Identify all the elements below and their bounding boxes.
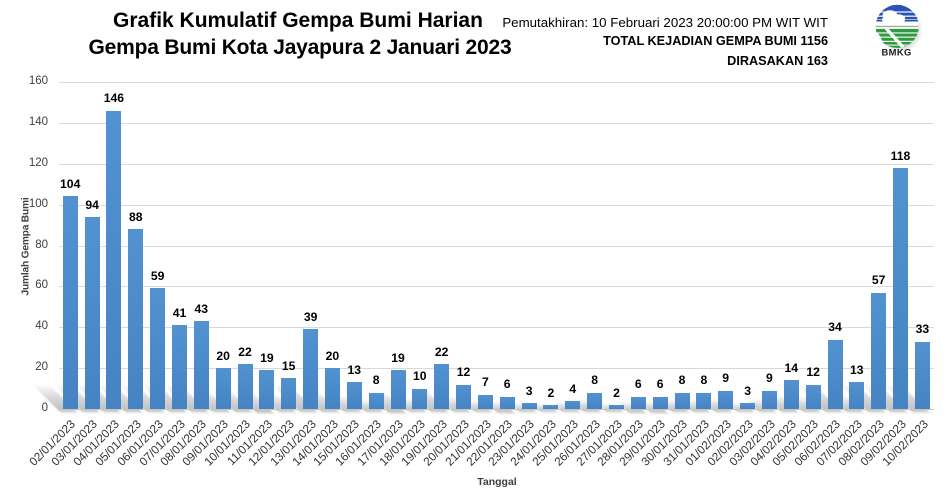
svg-text:BMKG: BMKG [881,47,911,58]
